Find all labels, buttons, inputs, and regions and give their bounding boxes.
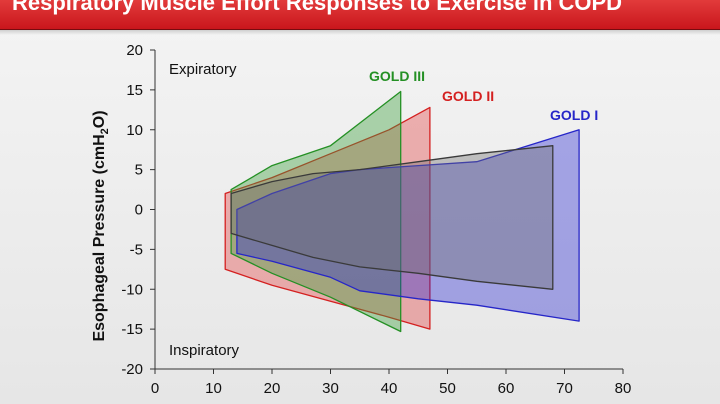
y-tick-label: 0 bbox=[135, 202, 143, 219]
y-tick-label: -20 bbox=[121, 361, 143, 378]
y-axis-title-end: O) bbox=[91, 110, 108, 128]
title-shadow bbox=[0, 29, 720, 35]
expiratory-label: Expiratory bbox=[169, 61, 237, 78]
y-tick-label: -5 bbox=[130, 241, 143, 258]
series-label-gold-iii: GOLD III bbox=[369, 68, 425, 84]
x-tick-label: 20 bbox=[264, 380, 281, 397]
inspiratory-label: Inspiratory bbox=[169, 342, 240, 359]
y-tick-label: 10 bbox=[126, 122, 143, 139]
y-axis-title-main: Esophageal Pressure (cmH bbox=[91, 134, 108, 341]
series-overall-area bbox=[230, 145, 554, 290]
title-bar: Respiratory Muscle Effort Responses to E… bbox=[0, 0, 720, 30]
x-tick-label: 50 bbox=[439, 380, 456, 397]
y-tick-label: -10 bbox=[121, 281, 143, 298]
series-gold-i-area bbox=[236, 129, 580, 322]
x-tick-label: 60 bbox=[498, 380, 515, 397]
x-tick-label: 70 bbox=[556, 380, 573, 397]
series-label-gold-ii: GOLD II bbox=[442, 88, 494, 104]
x-tick-label: 40 bbox=[381, 380, 398, 397]
slide-title: Respiratory Muscle Effort Responses to E… bbox=[12, 0, 623, 15]
y-tick-label: -15 bbox=[121, 321, 143, 338]
series-gold-iii-area bbox=[230, 90, 402, 333]
y-tick-label: 20 bbox=[126, 42, 143, 59]
y-tick-label: 15 bbox=[126, 82, 143, 99]
x-tick-label: 30 bbox=[322, 380, 339, 397]
x-tick-label: 0 bbox=[151, 380, 159, 397]
series-label-gold-i: GOLD I bbox=[550, 107, 598, 123]
series-gold-ii-area bbox=[224, 106, 431, 330]
y-tick-label: 5 bbox=[135, 162, 143, 179]
x-tick-label: 80 bbox=[615, 380, 632, 397]
y-axis-title: Esophageal Pressure (cmH2O) bbox=[91, 110, 111, 341]
x-tick-label: 10 bbox=[205, 380, 222, 397]
y-axis-title-subscript: 2 bbox=[99, 128, 111, 134]
